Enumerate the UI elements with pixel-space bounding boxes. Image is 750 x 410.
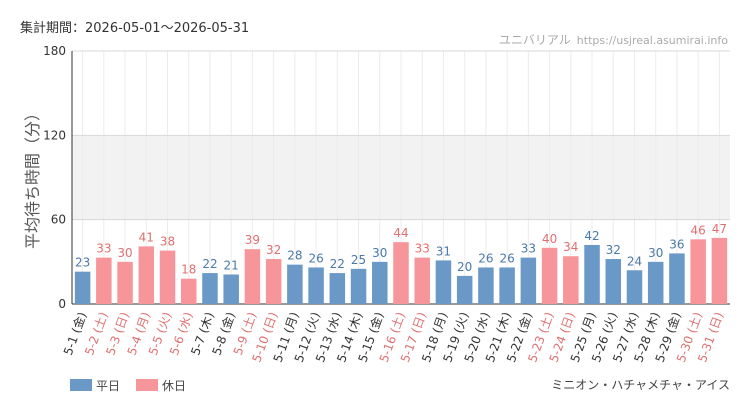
bar — [117, 261, 133, 304]
bar-value-label: 33 — [96, 242, 111, 256]
bar — [669, 253, 685, 304]
bar-value-label: 40 — [542, 232, 557, 246]
bar-value-label: 26 — [478, 251, 493, 265]
bar-value-label: 25 — [351, 253, 366, 267]
bar — [138, 246, 155, 304]
bar-value-label: 28 — [287, 249, 302, 263]
bar — [456, 275, 473, 304]
bar — [308, 267, 324, 304]
bar-value-label: 46 — [691, 223, 706, 237]
bar — [478, 267, 494, 304]
legend-label-weekday: 平日 — [96, 379, 120, 393]
bar — [690, 239, 706, 304]
site-name: ユニバリアル — [498, 33, 571, 47]
x-tick-labels: 5-1 (金)5-2 (土)5-3 (日)5-4 (月)5-5 (火)5-6 (… — [60, 310, 726, 364]
bar — [605, 259, 622, 304]
period-value: 2026-05-01～2026-05-31 — [85, 21, 250, 36]
bar-value-label: 26 — [499, 251, 514, 265]
bar-value-label: 47 — [712, 222, 727, 236]
bar — [414, 257, 430, 304]
y-tick-labels: 0 60 120 180 — [43, 44, 66, 311]
bar — [350, 268, 367, 304]
bar-value-label: 32 — [266, 243, 281, 257]
bar-value-label: 39 — [245, 233, 260, 247]
bar — [223, 274, 239, 304]
bar-value-label: 24 — [627, 254, 642, 268]
bars — [74, 237, 728, 304]
bar — [563, 256, 579, 304]
bar — [393, 242, 409, 304]
bar-value-label: 36 — [669, 237, 684, 251]
bar-value-label: 32 — [606, 243, 621, 257]
bar — [287, 264, 303, 304]
bar — [202, 273, 218, 304]
bar-value-label: 30 — [117, 246, 132, 260]
site-url[interactable]: https://usjreal.asumirai.info — [576, 34, 728, 47]
y-tick-label: 180 — [43, 44, 66, 58]
legend: 平日 休日 — [70, 379, 186, 393]
bar-value-label: 22 — [202, 257, 217, 271]
bar-value-label: 18 — [181, 263, 196, 277]
attraction-name: ミニオン・ハチャメチャ・アイス — [551, 378, 730, 392]
bar-value-label: 26 — [308, 251, 323, 265]
bar-value-label: 33 — [415, 242, 430, 256]
bar-value-label: 23 — [75, 256, 90, 270]
bar-value-label: 44 — [393, 226, 408, 240]
bar — [647, 261, 664, 304]
bar-value-label: 30 — [648, 246, 663, 260]
y-tick-label: 0 — [58, 297, 66, 311]
bar — [541, 247, 558, 304]
bar — [329, 273, 346, 304]
bar — [244, 249, 261, 304]
period-label-prefix: 集計期間： — [20, 21, 86, 36]
bar-value-label: 21 — [224, 258, 239, 272]
value-labels: 23 33 30 41 38 18 22 21 39 32 28 26 22 25 30 44 33 31 20 26… — [75, 222, 727, 277]
bar — [626, 270, 643, 304]
bar — [520, 257, 537, 304]
bar-value-label: 33 — [521, 242, 536, 256]
bar — [711, 237, 728, 304]
legend-label-holiday: 休日 — [162, 379, 186, 393]
bar-value-label: 31 — [436, 244, 451, 258]
bar-value-label: 30 — [372, 246, 387, 260]
bar-value-label: 41 — [139, 230, 154, 244]
bar-value-label: 42 — [584, 229, 599, 243]
legend-swatch-holiday — [136, 379, 158, 391]
bar-value-label: 22 — [330, 257, 345, 271]
bar — [96, 257, 112, 304]
bar — [499, 267, 515, 304]
bar — [372, 261, 388, 304]
y-axis-label: 平均待ち時間（分） — [23, 105, 42, 249]
legend-swatch-weekday — [70, 379, 92, 391]
y-tick-label: 60 — [51, 213, 66, 227]
bar — [159, 250, 176, 304]
site-credit: ユニバリアル https://usjreal.asumirai.info — [499, 31, 728, 48]
bar — [180, 278, 197, 304]
y-tick-label: 120 — [43, 128, 66, 142]
bar-value-label: 38 — [160, 235, 175, 249]
bar — [584, 244, 600, 304]
bar-value-label: 20 — [457, 260, 472, 274]
bar-value-label: 34 — [563, 240, 578, 254]
bar — [74, 271, 91, 304]
bar — [435, 260, 452, 304]
bar — [265, 259, 282, 304]
period-label: 集計期間：2026-05-01～2026-05-31 — [20, 17, 249, 36]
